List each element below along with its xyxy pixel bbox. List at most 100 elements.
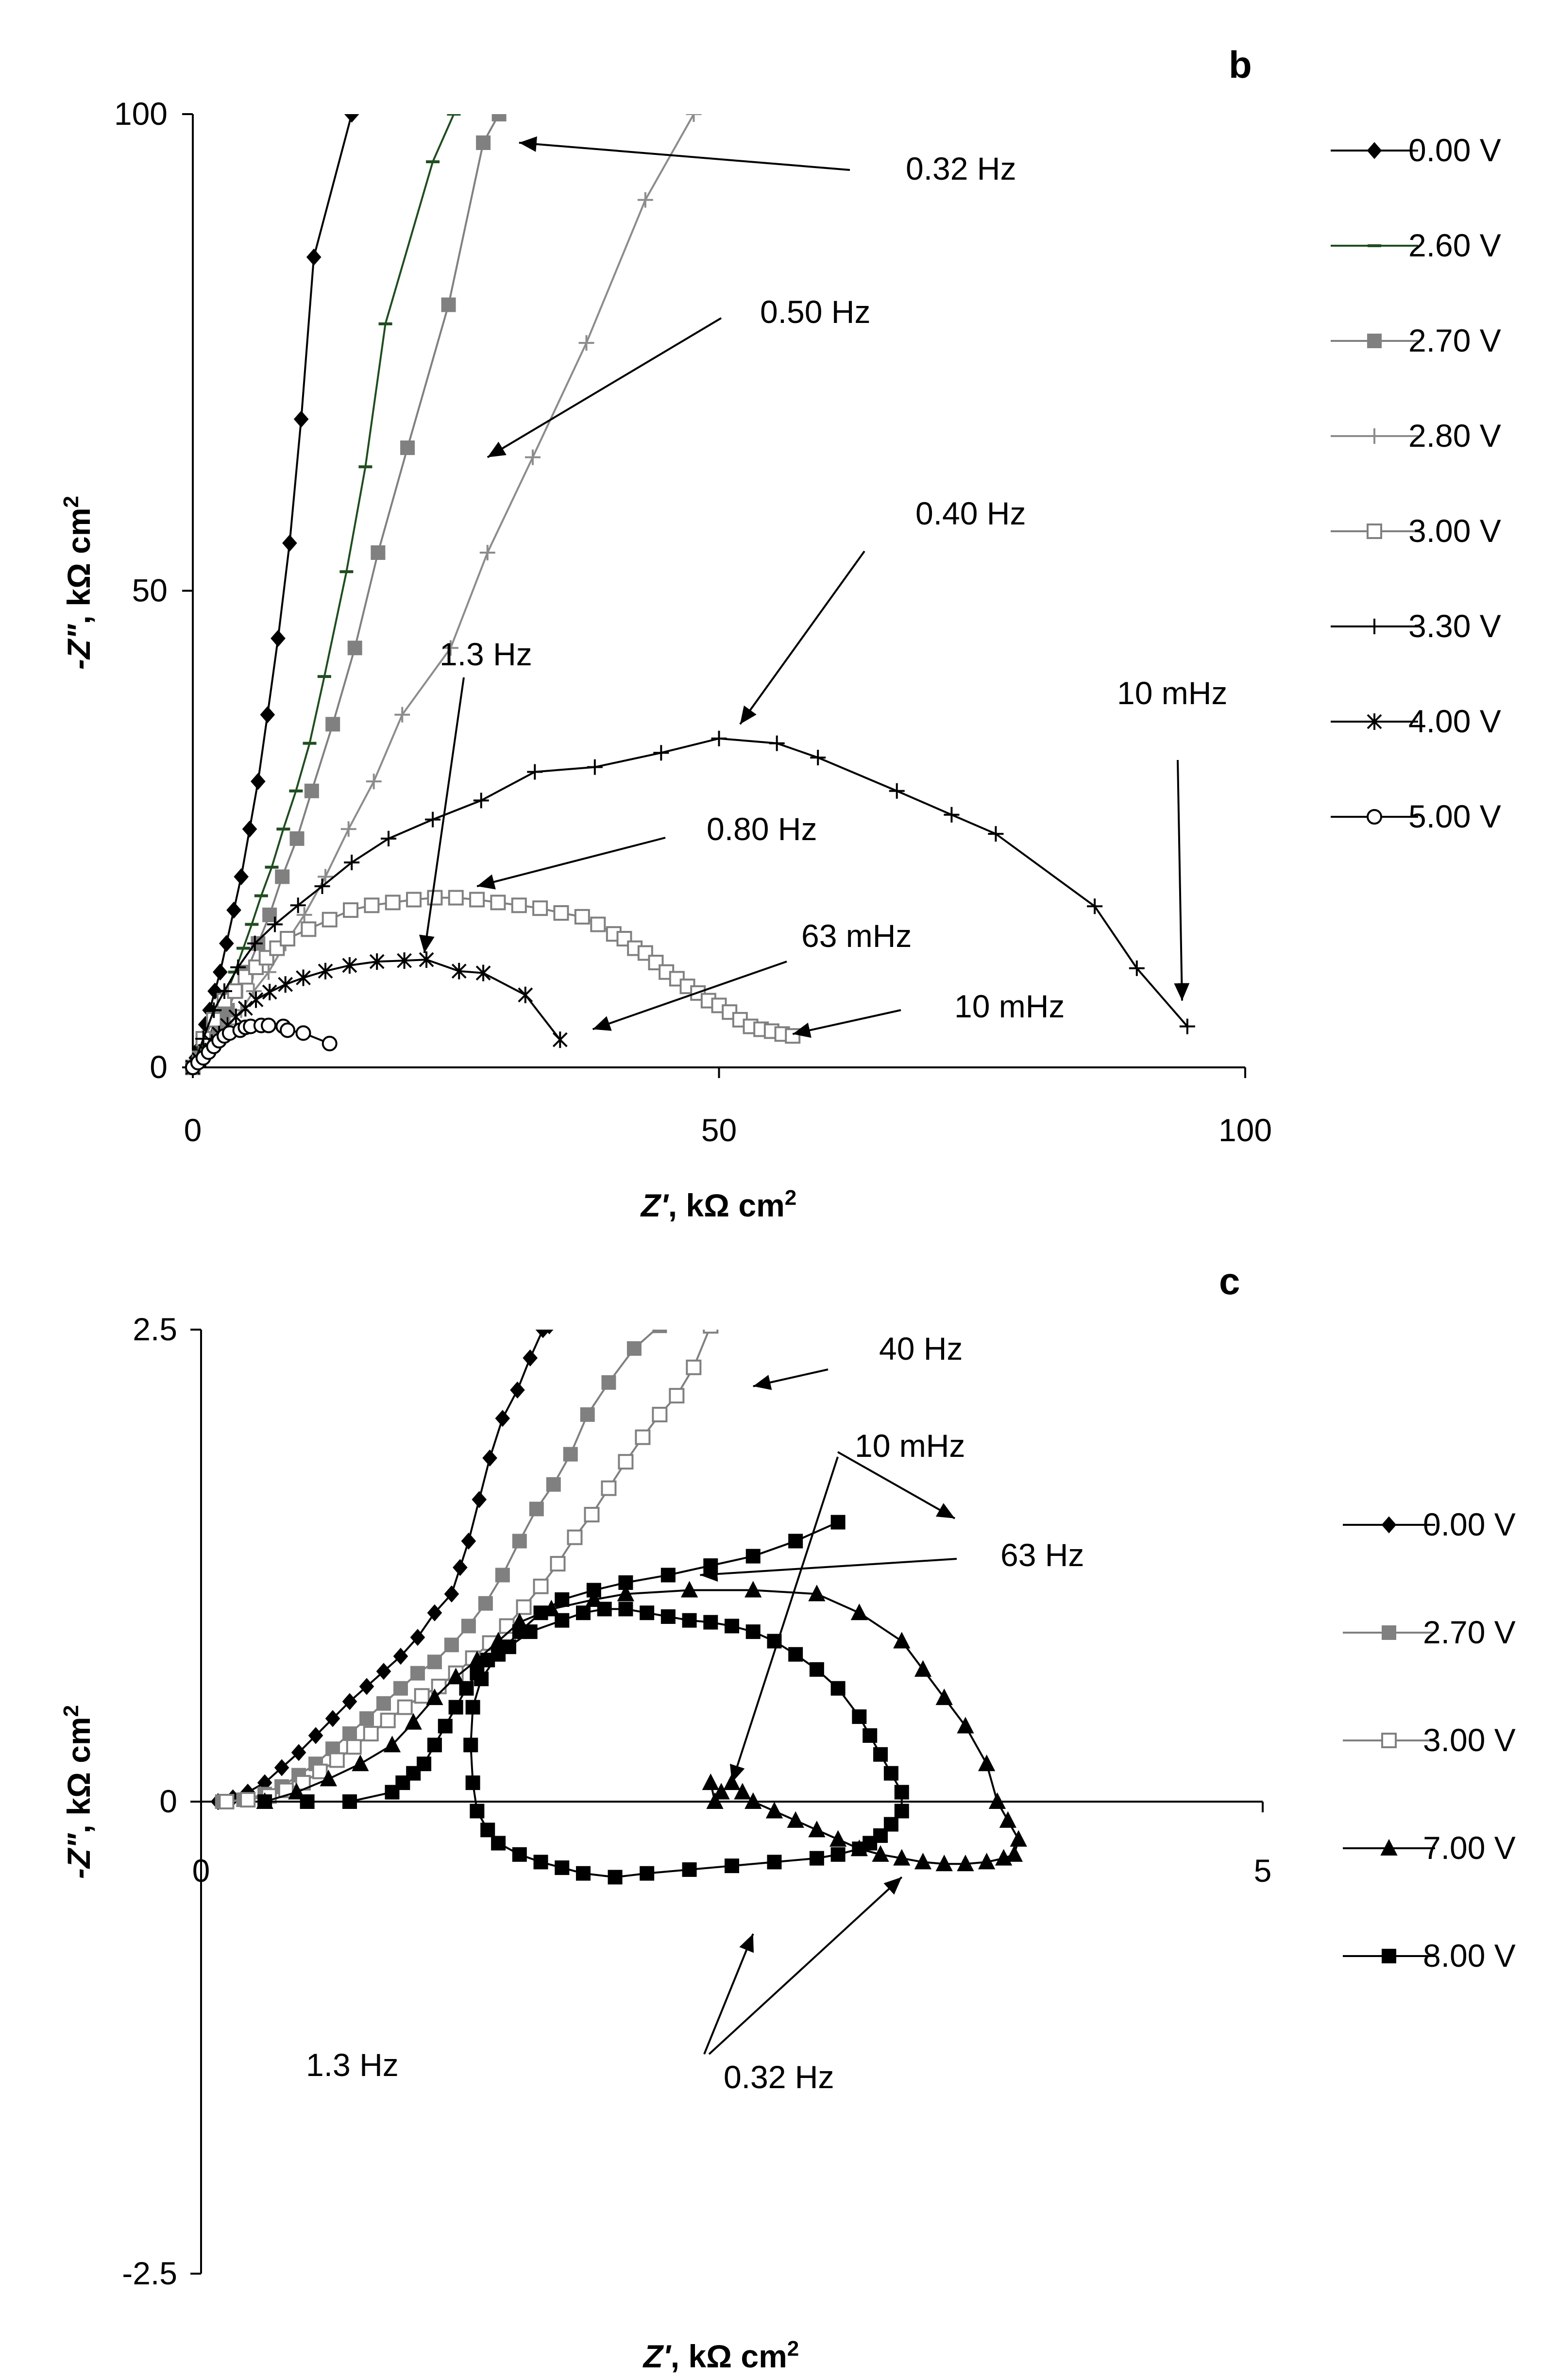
data-point-300V (590, 916, 606, 932)
legend-marker (1382, 1625, 1396, 1640)
data-point-300V (703, 1330, 719, 1334)
data-point-300V (406, 892, 422, 908)
data-point-800V (745, 1624, 761, 1639)
data-point-800V (725, 1858, 739, 1874)
frequency-annotation: 10 mHz (954, 988, 1065, 1024)
data-point-280V (578, 335, 594, 351)
annotation-arrow (419, 677, 465, 953)
data-point-300V (686, 1359, 702, 1375)
data-point-270V (495, 1568, 510, 1583)
legend-label: 2.70 V (1423, 1614, 1516, 1650)
frequency-annotation: 1.3 Hz (306, 2047, 399, 2083)
data-point-800V (852, 1709, 867, 1724)
data-point-800V (830, 1847, 846, 1862)
data-point-800V (703, 1558, 718, 1573)
legend-marker (1382, 1949, 1396, 1963)
data-point-330V (344, 854, 360, 870)
data-point-270V (626, 1341, 642, 1356)
y-tick-label: -2.5 (122, 2255, 177, 2291)
x-tick-label: 100 (1219, 1112, 1272, 1148)
data-point-270V (275, 869, 290, 884)
legend-marker (1367, 713, 1382, 730)
y-axis-label-unit: , kΩ cm (61, 1717, 97, 1833)
data-point-700V (995, 1849, 1013, 1866)
data-point-280V (318, 869, 334, 885)
panel-label: c (1219, 1260, 1240, 1302)
data-point-400V (552, 1031, 568, 1048)
data-point-300V (601, 1480, 617, 1496)
data-point-800V (830, 1681, 846, 1696)
frequency-annotation: 10 mHz (855, 1428, 965, 1464)
y-tick-label: 0 (150, 1049, 168, 1085)
data-point-330V (381, 830, 397, 846)
data-point-800V (470, 1804, 485, 1819)
y-axis-label-symbol: -Z" (61, 624, 97, 670)
data-point-330V (217, 983, 233, 999)
x-tick-label: 50 (701, 1112, 737, 1148)
annotation-arrow (487, 317, 722, 458)
data-point-000V (260, 706, 275, 724)
data-point-800V (465, 1775, 480, 1790)
data-point-700V (383, 1736, 401, 1753)
data-point-700V (978, 1755, 996, 1772)
data-point-800V (512, 1624, 527, 1639)
panel-label: b (1229, 43, 1252, 86)
data-point-400V (262, 983, 277, 1000)
data-point-280V (394, 707, 410, 723)
data-point-800V (894, 1785, 909, 1800)
data-point-400V (451, 962, 467, 979)
data-point-800V (474, 1671, 489, 1687)
x-axis-label: Z', kΩ cm2 (643, 2337, 799, 2375)
data-point-800V (894, 1804, 909, 1819)
frequency-annotation: 1.3 Hz (440, 636, 532, 672)
legend-marker (1367, 428, 1382, 444)
data-point-300V (280, 930, 296, 946)
annotation-arrow (708, 1876, 903, 2055)
x-tick-label: 5 (1254, 1853, 1272, 1889)
data-point-000V (325, 1710, 340, 1727)
data-point-000V (359, 1678, 374, 1695)
data-point-700V (914, 1660, 932, 1677)
data-point-330V (769, 735, 785, 751)
data-point-000V (453, 1559, 468, 1576)
data-point-000V (234, 868, 249, 885)
data-point-800V (427, 1738, 442, 1753)
data-point-000V (274, 1759, 289, 1776)
data-point-280V (296, 907, 312, 923)
y-tick-label: 100 (114, 96, 168, 132)
data-point-300V (312, 1763, 328, 1779)
data-point-700V (957, 1855, 974, 1872)
data-point-500V (322, 1035, 338, 1051)
legend-marker (1367, 142, 1382, 159)
data-point-330V (944, 807, 960, 823)
data-point-800V (745, 1549, 761, 1564)
data-point-800V (459, 1681, 474, 1696)
data-point-800V (491, 1836, 506, 1851)
data-point-800V (618, 1602, 633, 1617)
data-point-800V (863, 1728, 878, 1743)
data-point-280V (686, 114, 702, 122)
data-point-300V (669, 1388, 685, 1404)
x-tick-label: 0 (192, 1853, 210, 1889)
data-point-300V (652, 1406, 668, 1422)
data-point-300V (343, 902, 359, 918)
data-point-700V (893, 1849, 911, 1866)
data-point-700V (978, 1853, 996, 1870)
legend-label: 2.60 V (1408, 227, 1501, 263)
legend-marker (1381, 1733, 1397, 1748)
data-point-280V (479, 544, 495, 560)
annotation-arrow (519, 136, 850, 171)
data-point-400V (397, 952, 412, 969)
data-point-330V (653, 745, 669, 761)
legend-label: 3.00 V (1408, 513, 1501, 549)
data-point-800V (660, 1568, 676, 1583)
data-point-330V (267, 916, 283, 932)
x-axis-label-superscript: 2 (787, 2337, 799, 2361)
data-point-700V (765, 1802, 783, 1819)
data-point-300V (322, 911, 338, 928)
data-point-400V (518, 986, 533, 1003)
data-point-800V (533, 1605, 548, 1620)
legend-marker (1367, 619, 1382, 634)
data-point-400V (278, 976, 293, 993)
